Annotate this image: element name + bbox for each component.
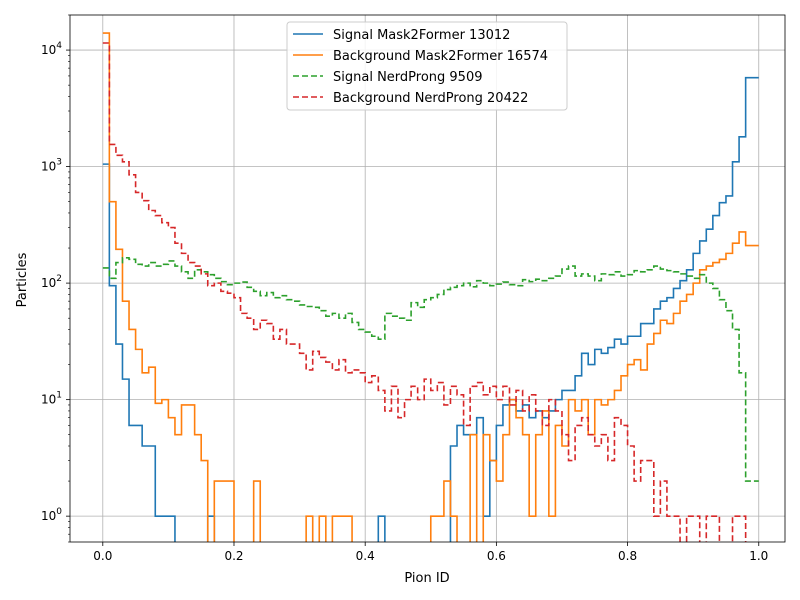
x-tick-label: 0.2 [224,549,243,563]
legend-entry-label: Signal NerdProng 9509 [333,70,483,85]
x-axis-label: Pion ID [404,571,449,586]
series-line-3 [102,42,747,542]
y-tick-label: 100 [41,507,62,523]
x-tick-label: 0.8 [618,549,637,563]
plot-frame [69,14,786,543]
legend-entry-label: Signal Mask2Former 13012 [333,28,510,43]
y-tick-label: 101 [41,391,62,407]
y-tick-label: 102 [41,274,62,290]
x-tick-label: 0.4 [356,549,375,563]
legend-box [286,21,568,111]
y-tick-label: 104 [41,41,62,57]
legend-entry-label: Background Mask2Former 16574 [333,49,548,64]
x-tick-label: 0.6 [487,549,506,563]
legend-entry-label: Background NerdProng 20422 [333,91,528,106]
series-layer [102,32,759,542]
y-axis-label: Particles [15,252,30,307]
series-line-2 [102,256,759,482]
x-axis: 0.0 0.2 0.4 0.6 0.8 1.0 [93,542,768,563]
y-axis: 100 101 102 103 104 [41,14,70,543]
x-tick-label: 0.0 [93,549,112,563]
y-tick-label: 103 [41,158,62,174]
legend: Signal Mask2Former 13012 Background Mask2… [286,21,568,111]
x-tick-label: 1.0 [749,549,768,563]
